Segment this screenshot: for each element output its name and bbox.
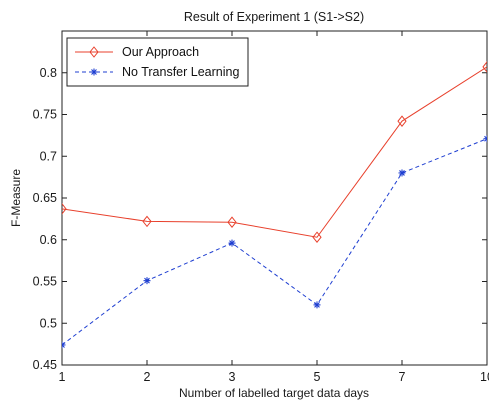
x-axis: 1 2 3 5 7 10: [59, 31, 489, 384]
legend-item: No Transfer Learning: [75, 65, 239, 79]
series-1: [62, 61, 487, 244]
data-point-diamond: [482, 61, 487, 73]
x-axis-label: Number of labelled target data days: [179, 386, 369, 400]
y-tick-label: 0.75: [33, 108, 57, 122]
legend-label: Our Approach: [122, 45, 199, 59]
data-point-asterisk: [398, 169, 406, 177]
x-tick-label: 10: [480, 370, 489, 384]
data-point-diamond: [397, 115, 407, 127]
data-point-asterisk: [62, 341, 66, 349]
x-tick-label: 3: [229, 370, 236, 384]
series-line: [62, 66, 487, 238]
chart-title: Result of Experiment 1 (S1->S2): [184, 10, 364, 24]
series-line: [62, 138, 487, 346]
legend-box: [66, 37, 249, 87]
data-point-asterisk: [90, 68, 98, 76]
x-tick-label: 5: [314, 370, 321, 384]
y-tick-label: 0.7: [40, 149, 57, 163]
series-2: [62, 135, 487, 349]
legend-item: Our Approach: [75, 45, 199, 59]
y-axis-label: F-Measure: [9, 169, 23, 227]
series-layer: [62, 61, 487, 349]
y-tick-label: 0.6: [40, 233, 57, 247]
data-point-asterisk: [313, 301, 321, 309]
data-point-asterisk: [483, 135, 487, 143]
x-tick-label: 1: [59, 370, 66, 384]
data-point-diamond: [312, 231, 322, 244]
data-point-diamond: [227, 216, 237, 229]
data-point-diamond: [62, 203, 67, 215]
data-point-diamond: [142, 215, 152, 228]
legend-label: No Transfer Learning: [122, 65, 239, 79]
data-point-asterisk: [143, 277, 151, 285]
y-tick-label: 0.55: [33, 275, 57, 289]
y-tick-label: 0.45: [33, 358, 57, 372]
data-point-asterisk: [228, 239, 236, 247]
x-tick-label: 7: [399, 370, 406, 384]
y-tick-label: 0.8: [40, 66, 57, 80]
data-point-diamond: [89, 46, 99, 58]
y-tick-label: 0.65: [33, 191, 57, 205]
legend: Our Approach No Transfer Learning: [66, 37, 249, 87]
x-tick-label: 2: [144, 370, 151, 384]
y-axis: 0.45 0.5 0.55 0.6 0.65 0.7 0.75 0.8: [33, 66, 487, 372]
plot-area: [61, 30, 488, 366]
y-tick-label: 0.5: [40, 316, 57, 330]
